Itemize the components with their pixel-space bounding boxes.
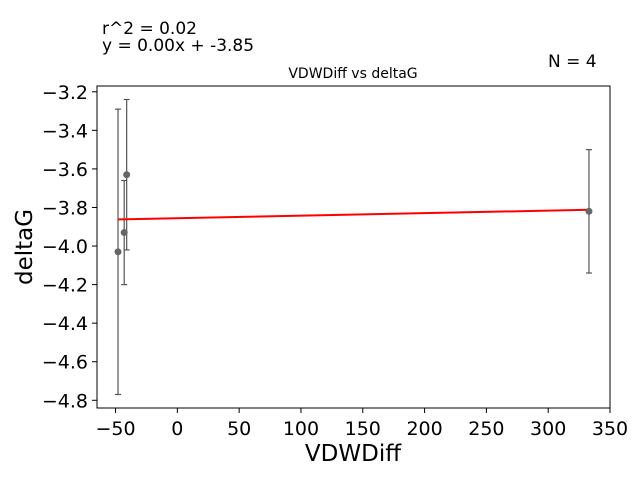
r-squared-annotation: r^2 = 0.02 xyxy=(102,19,197,39)
y-tick-label: −3.4 xyxy=(42,120,88,142)
x-tick-label: 0 xyxy=(171,418,183,440)
x-axis-label: VDWDiff xyxy=(305,441,402,467)
x-tick-label: 50 xyxy=(227,418,251,440)
y-tick-label: −4.8 xyxy=(42,390,88,412)
x-tick-label: 100 xyxy=(283,418,319,440)
y-tick-label: −3.8 xyxy=(42,197,88,219)
x-tick-label: 250 xyxy=(468,418,504,440)
y-tick-label: −4.0 xyxy=(42,236,88,258)
data-point xyxy=(123,171,131,179)
y-tick-label: −3.2 xyxy=(42,82,88,104)
sample-count-annotation: N = 4 xyxy=(548,52,597,72)
y-tick-label: −3.6 xyxy=(42,159,88,181)
x-tick-label: 350 xyxy=(592,418,628,440)
y-tick-label: −4.4 xyxy=(42,313,88,335)
x-tick-label: 200 xyxy=(406,418,442,440)
plot-frame xyxy=(96,85,611,409)
y-axis-label: deltaG xyxy=(12,209,38,285)
fit-line-group xyxy=(117,208,590,221)
regression-line xyxy=(117,208,590,221)
data-point xyxy=(120,229,128,237)
y-tick-label: −4.6 xyxy=(42,352,88,374)
x-axis: −50 0 50 100 150 200 250 300 350 xyxy=(95,408,628,440)
x-tick-label: 150 xyxy=(345,418,381,440)
data-point xyxy=(585,207,593,215)
data-points xyxy=(114,171,593,256)
error-bars xyxy=(115,98,592,396)
x-tick-label: 300 xyxy=(530,418,566,440)
y-axis: −3.2 −3.4 −3.6 −3.8 −4.0 −4.2 −4.4 −4.6 −4.8 xyxy=(42,82,97,412)
data-point xyxy=(114,248,122,256)
regression-equation-annotation: y = 0.00x + -3.85 xyxy=(102,36,255,56)
y-tick-label: −4.2 xyxy=(42,275,88,297)
chart-title: VDWDiff vs deltaG xyxy=(288,66,417,82)
x-tick-label: −50 xyxy=(95,418,135,440)
